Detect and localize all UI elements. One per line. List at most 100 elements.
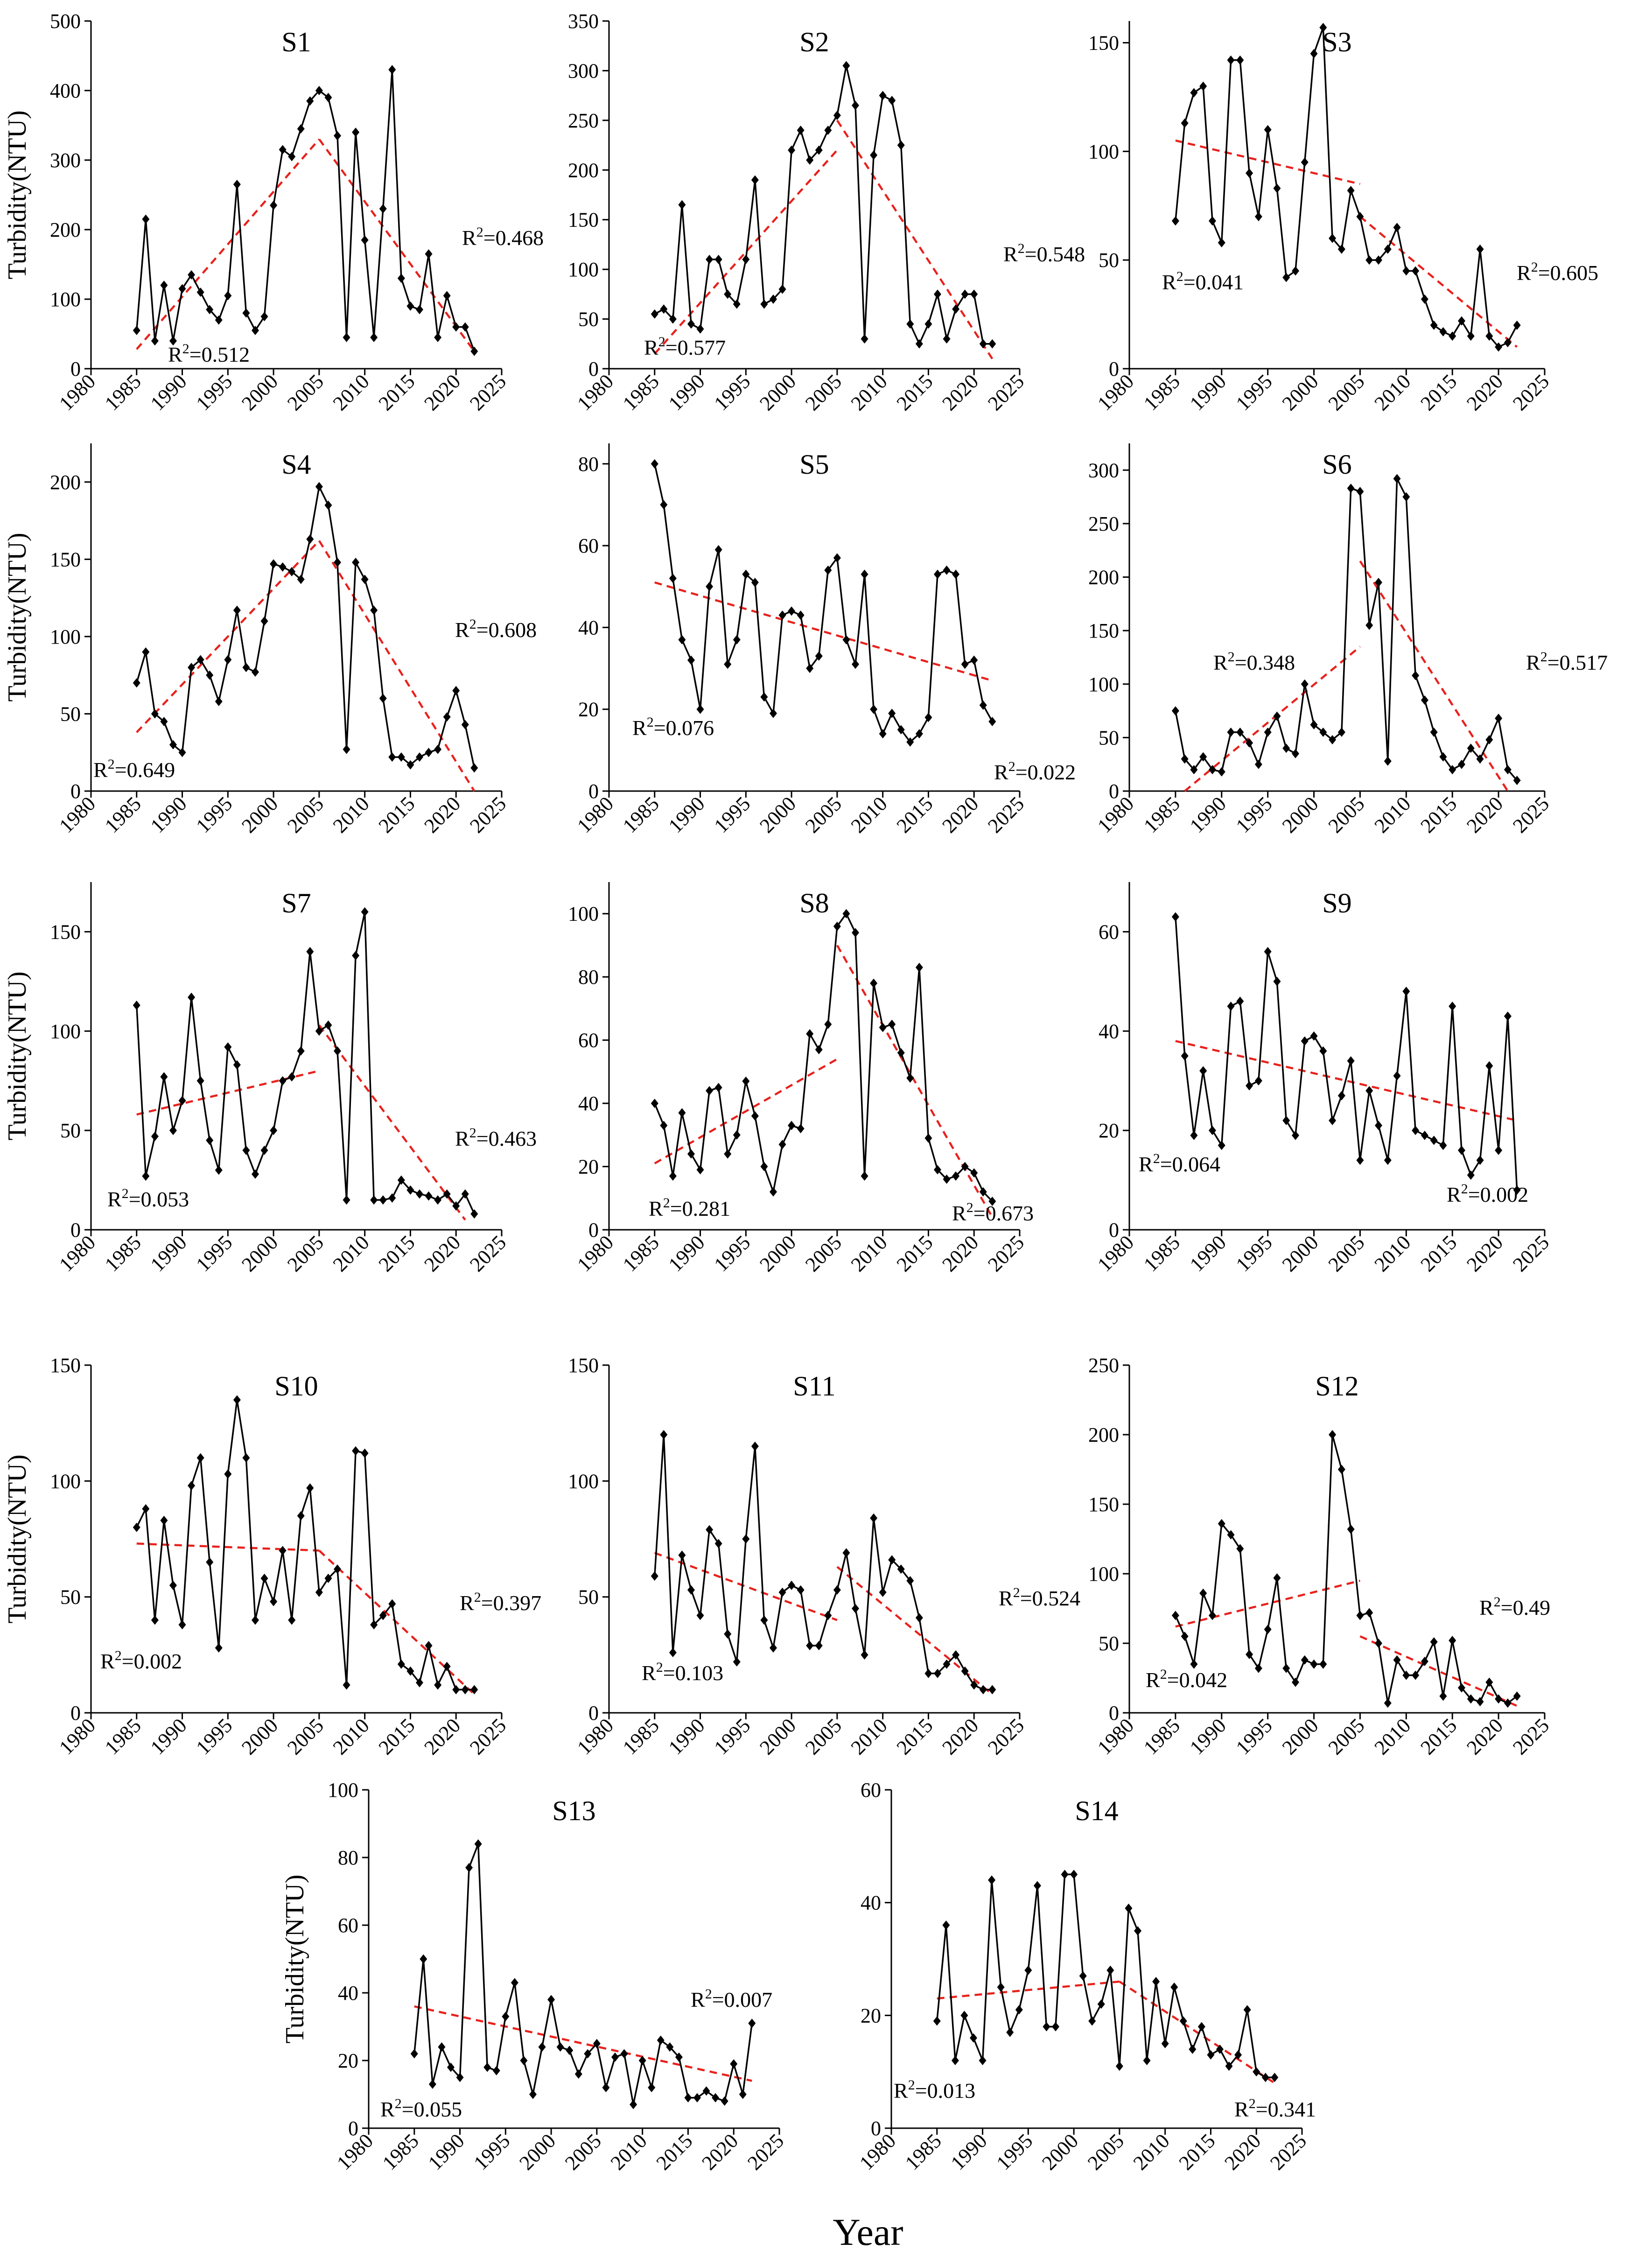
data-point [797,1585,805,1595]
data-point [751,1441,759,1451]
data-point [1190,1130,1198,1140]
r-superscript: 2 [908,2077,915,2093]
data-point [206,670,214,680]
panel-s4: 0 50 100 150 200 1980 1985 1990 1995 2000 2005 2010… [3,443,537,837]
x-tick-label: 1980 [55,792,100,837]
y-tick-label: 40 [338,1982,358,2005]
data-point [1439,1691,1447,1701]
trend-line [1359,216,1518,348]
data-point [915,962,923,972]
data-point [1384,756,1392,766]
data-point [388,65,396,75]
x-tick-label: 1990 [664,792,709,837]
r-superscript: 2 [1249,2096,1256,2111]
series-line [654,65,993,345]
data-point [733,635,741,645]
data-point [343,744,350,754]
data-point [252,1169,259,1179]
data-point [470,1685,478,1695]
data-point [1310,1031,1318,1041]
x-tick-label: 1985 [901,2129,946,2174]
x-tick-label: 1995 [710,792,755,837]
data-point [833,553,841,563]
r-superscript: 2 [469,1125,476,1141]
data-point [1292,1130,1299,1140]
data-point [1243,2005,1251,2015]
data-point [196,1076,204,1086]
data-point [687,1149,695,1159]
data-point [1365,1608,1373,1618]
data-point [706,582,714,591]
x-tick-label: 2025 [465,1231,511,1276]
r-value: =0.649 [115,758,175,782]
r-letter: R [1213,651,1228,674]
data-point [1236,55,1244,65]
data-point [233,1060,241,1070]
data-point [1504,765,1512,775]
x-tick-label: 2010 [847,370,892,415]
data-point [988,1685,996,1695]
r-superscript: 2 [1531,259,1538,275]
data-point [397,273,405,283]
x-tick-label: 2005 [283,1231,328,1276]
data-point [960,2011,968,2020]
r-superscript: 2 [1540,649,1547,665]
x-tick-label: 1985 [1139,1231,1184,1276]
data-point [1301,1036,1309,1046]
r-value: =0.348 [1235,651,1295,674]
data-point [906,319,914,329]
series-line [1175,1434,1518,1704]
data-point [1467,1170,1475,1180]
y-tick-label: 150 [1088,1493,1119,1516]
data-point [824,1611,832,1620]
data-point [324,1573,332,1583]
data-point [1467,1694,1475,1704]
data-point [1393,1655,1401,1665]
trend-line [836,945,994,1218]
data-point [160,280,168,290]
data-point [806,1640,814,1650]
data-point [1292,266,1299,276]
data-point [151,1131,159,1141]
panel-title: S13 [552,1795,595,1826]
panel-s8: 0 20 40 60 80 100 1980 1985 1990 1995 2000 2005 2010… [568,882,1034,1276]
data-point [474,1839,482,1849]
data-point [638,2056,646,2065]
data-point [924,319,932,329]
data-point [934,1165,941,1175]
data-point [879,1023,887,1032]
data-point [1301,1655,1309,1665]
data-point [397,1659,405,1669]
r-letter: R [952,1201,966,1225]
data-point [461,322,469,332]
data-point [915,1613,923,1623]
x-tick-label: 1980 [573,1714,618,1759]
data-point [224,1042,232,1052]
data-point [297,1046,305,1056]
data-point [1402,1670,1410,1680]
data-point [778,610,786,620]
data-point [206,1557,214,1567]
data-point [870,1513,878,1523]
data-point [315,1026,323,1036]
x-tick-label: 2010 [329,1231,374,1276]
r-squared-label: R2=0.49 [1479,1594,1550,1619]
x-tick-label: 2005 [801,1714,846,1759]
data-point [943,565,951,575]
data-point [215,696,223,706]
x-tick-label: 2015 [1175,2129,1220,2174]
y-tick-label: 150 [50,920,81,943]
y-tick-label: 50 [1099,726,1119,749]
data-point [1421,1130,1428,1140]
data-point [420,1954,427,1964]
data-point [714,1083,722,1093]
data-point [142,1504,150,1514]
data-point [483,2062,491,2072]
y-tick-label: 80 [338,1846,358,1869]
data-point [1218,767,1225,777]
data-point [361,907,369,917]
data-point [739,2089,747,2099]
x-tick-label: 2010 [1129,2129,1174,2174]
data-point [388,1599,396,1609]
data-point [1329,1115,1337,1125]
